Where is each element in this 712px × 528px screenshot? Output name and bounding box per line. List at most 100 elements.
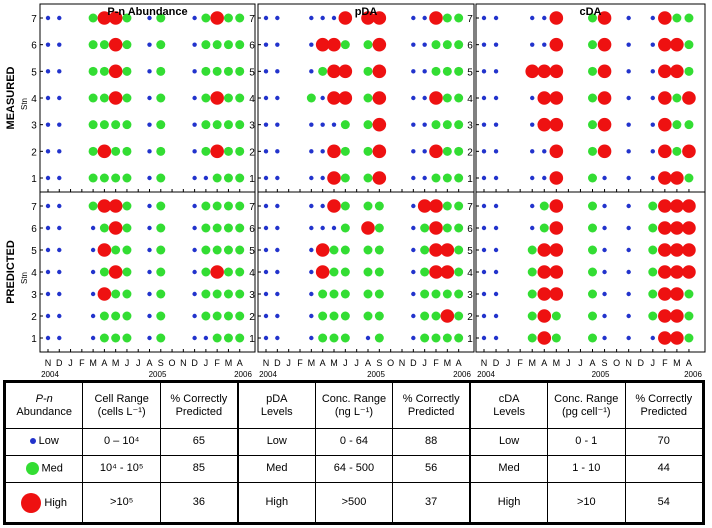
data-point-med xyxy=(212,333,222,343)
data-point-high xyxy=(537,309,552,323)
data-point-low xyxy=(263,42,269,47)
data-point-high xyxy=(537,265,552,279)
month-label: D xyxy=(637,358,644,368)
low-dot-icon xyxy=(29,438,36,445)
data-point-med xyxy=(684,289,694,299)
data-point-high xyxy=(670,199,684,213)
data-point-low xyxy=(320,175,325,181)
station-label: 4 xyxy=(31,94,37,105)
table-header-row: P-n Abundance Cell Range (cells L⁻¹) % Cor… xyxy=(4,382,703,429)
data-point-med xyxy=(99,173,109,183)
data-point-high xyxy=(670,221,684,235)
data-point-low xyxy=(602,175,607,181)
data-point-med xyxy=(223,245,233,255)
data-point-med xyxy=(442,289,452,299)
data-point-med xyxy=(235,223,245,233)
data-point-med xyxy=(122,245,132,255)
data-point-high xyxy=(537,64,552,79)
data-point-med xyxy=(212,311,222,321)
station-label: 2 xyxy=(249,147,255,158)
data-point-low xyxy=(147,313,152,319)
data-point-low xyxy=(626,149,631,154)
station-label: 5 xyxy=(31,67,37,78)
data-point-med xyxy=(201,93,211,103)
data-point-low xyxy=(45,69,51,74)
data-point-low xyxy=(542,149,547,154)
data-point-high xyxy=(97,287,112,301)
cda-range-cell: >10 xyxy=(547,482,626,523)
data-point-med xyxy=(672,13,682,23)
data-point-med xyxy=(201,66,211,76)
month-label: J xyxy=(354,358,359,368)
month-label: S xyxy=(158,358,164,368)
data-point-med xyxy=(539,223,549,233)
month-label: D xyxy=(410,358,417,368)
data-point-med xyxy=(329,311,339,321)
station-label: 3 xyxy=(467,290,473,301)
data-point-high xyxy=(682,265,696,279)
data-point-low xyxy=(481,42,487,47)
data-point-low xyxy=(626,175,631,181)
data-point-med xyxy=(111,146,121,156)
data-point-med xyxy=(122,40,132,50)
data-point-med xyxy=(442,146,452,156)
data-point-med xyxy=(588,267,597,277)
data-point-high xyxy=(361,11,375,25)
data-point-low xyxy=(493,313,499,319)
data-point-high xyxy=(549,287,564,301)
data-point-med xyxy=(588,245,597,255)
data-point-low xyxy=(263,69,269,74)
data-point-med xyxy=(235,146,245,156)
data-point-low xyxy=(650,149,655,154)
data-point-med xyxy=(156,245,166,255)
month-label: J xyxy=(125,358,130,368)
month-label: D xyxy=(191,358,198,368)
data-point-med xyxy=(588,13,597,23)
pda-range-cell: 0 - 64 xyxy=(314,428,394,456)
data-point-low xyxy=(493,15,499,21)
data-point-med xyxy=(223,223,233,233)
data-point-low xyxy=(90,291,96,297)
data-point-med xyxy=(212,120,222,130)
pn-range-header-a: Cell Range xyxy=(94,392,149,405)
month-label: D xyxy=(493,358,500,368)
data-point-low xyxy=(320,122,325,127)
data-point-low xyxy=(626,95,631,101)
data-point-low xyxy=(411,69,416,74)
data-point-low xyxy=(275,335,280,341)
data-point-med xyxy=(551,333,561,343)
data-point-low xyxy=(57,247,62,253)
data-point-med xyxy=(363,245,373,255)
data-point-med xyxy=(235,333,245,343)
data-point-med xyxy=(99,120,109,130)
data-point-high xyxy=(549,243,564,257)
data-point-low xyxy=(90,247,96,253)
month-label: A xyxy=(456,358,462,368)
data-point-low xyxy=(626,122,631,127)
data-point-low xyxy=(45,122,51,127)
data-point-low xyxy=(626,15,631,21)
level-legend-table: P-n Abundance Cell Range (cells L⁻¹) % Cor… xyxy=(3,380,705,525)
month-label: O xyxy=(169,358,176,368)
data-point-med xyxy=(99,223,109,233)
month-label: N xyxy=(399,358,406,368)
data-point-med xyxy=(122,223,132,233)
data-point-low xyxy=(626,42,631,47)
data-point-med xyxy=(442,201,452,211)
data-point-high xyxy=(372,91,387,105)
year-label: 2005 xyxy=(149,370,167,379)
station-label: 1 xyxy=(249,334,255,345)
data-point-low xyxy=(263,149,269,154)
data-point-high xyxy=(210,11,224,25)
data-point-low xyxy=(275,149,280,154)
data-point-low xyxy=(275,175,280,181)
data-point-low xyxy=(192,15,197,21)
data-point-med xyxy=(223,333,233,343)
pda-range-cell: 64 - 500 xyxy=(314,454,394,484)
data-point-med xyxy=(374,267,384,277)
data-point-med xyxy=(420,267,430,277)
data-point-low xyxy=(263,313,269,319)
data-point-high xyxy=(682,243,696,257)
station-label: 6 xyxy=(249,224,255,235)
data-point-high xyxy=(429,144,443,159)
